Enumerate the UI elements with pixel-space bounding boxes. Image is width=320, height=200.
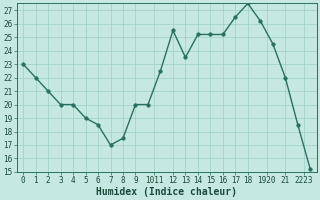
X-axis label: Humidex (Indice chaleur): Humidex (Indice chaleur): [96, 186, 237, 197]
